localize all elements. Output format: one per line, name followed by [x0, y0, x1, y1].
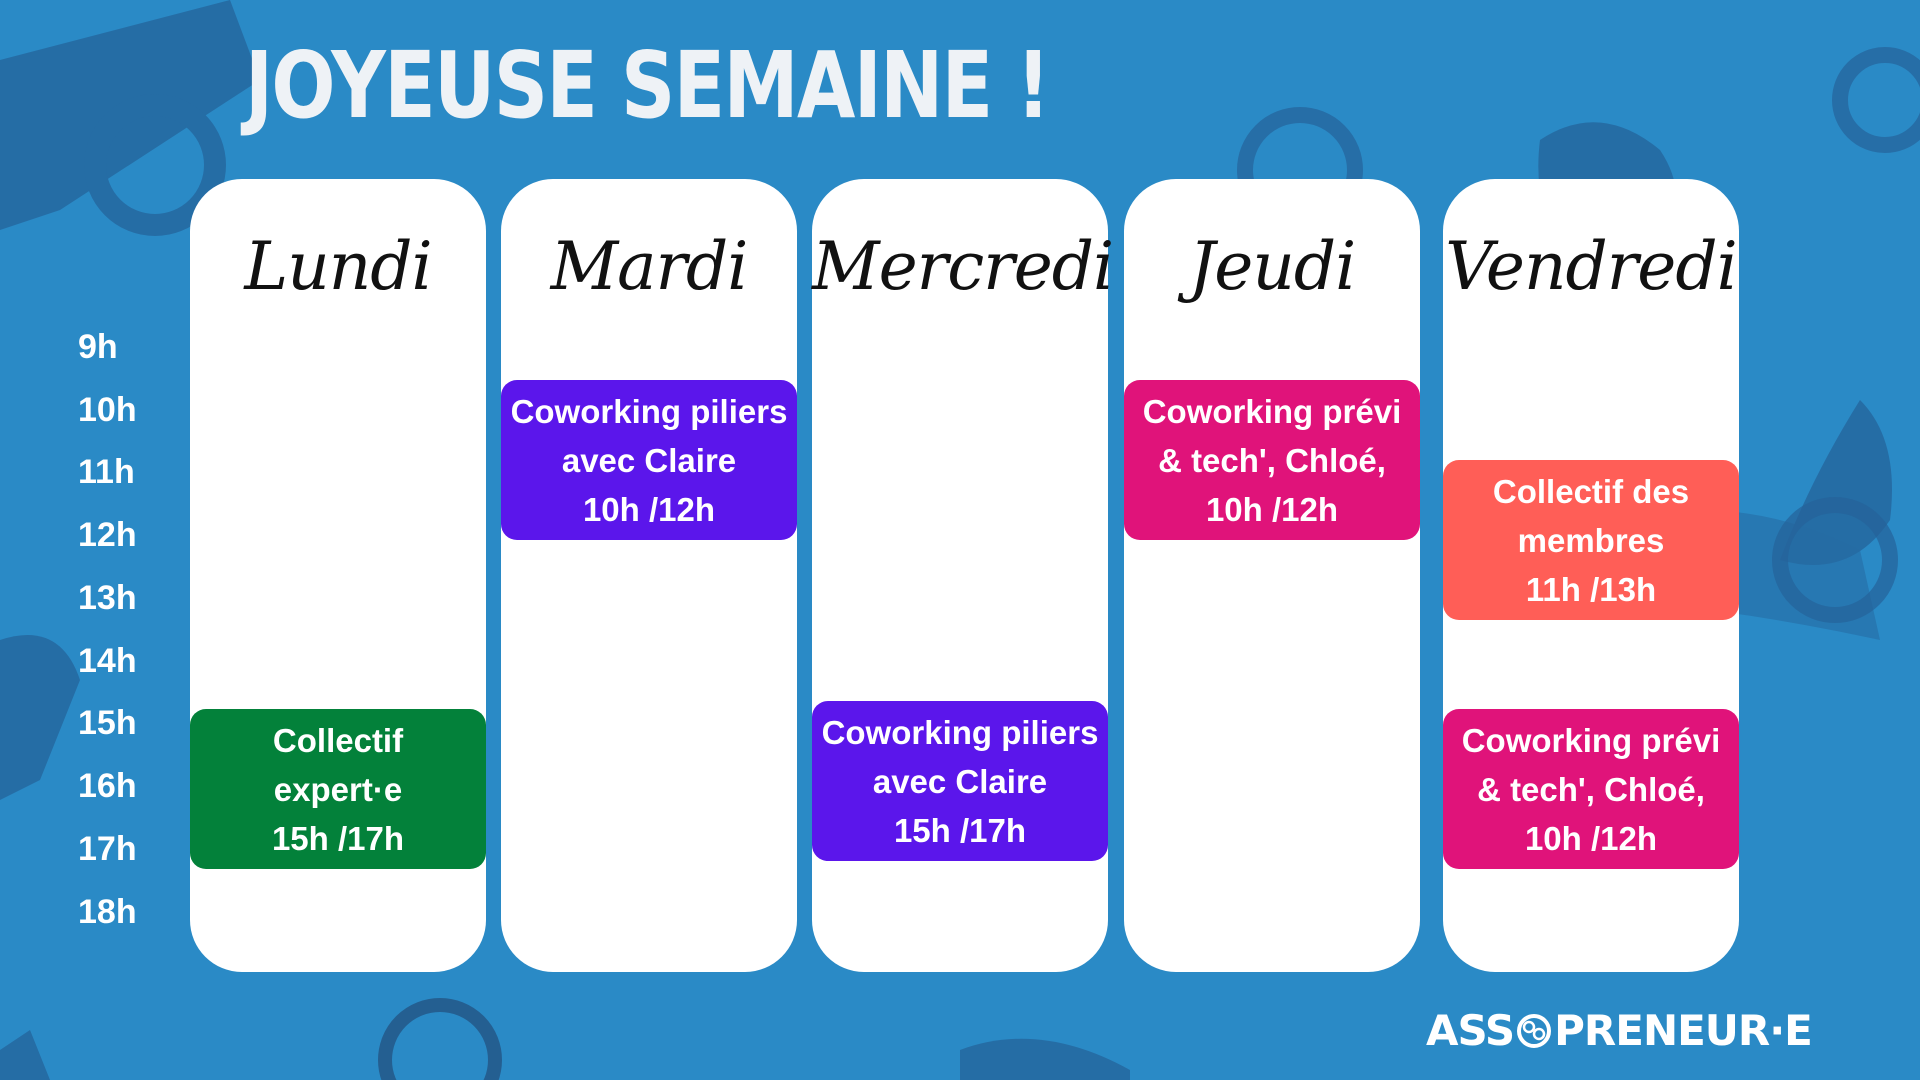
event-line: Coworking piliers [510, 392, 788, 430]
day-name: Jeudi [1188, 228, 1356, 305]
logo-text-left: ASS [1426, 1006, 1515, 1055]
event-card[interactable]: Coworking piliers avec Claire 10h /12h [501, 380, 797, 540]
event-line: avec Claire [561, 441, 737, 479]
hour-label: 11h [78, 453, 135, 491]
event-time: 10h /12h [582, 490, 716, 528]
event-line: Coworking piliers [821, 713, 1099, 751]
hour-label: 17h [78, 830, 137, 868]
event-line: Collectif des [1492, 472, 1690, 510]
hour-label: 18h [78, 893, 137, 931]
day-column-jeudi: Jeudi Coworking prévi & tech', Chloé, 10… [1124, 179, 1420, 972]
event-line: Coworking prévi [1461, 721, 1721, 759]
event-card[interactable]: Collectif expert·e 15h /17h [190, 709, 486, 869]
day-name: Vendredi [1445, 228, 1737, 305]
event-line: expert·e [273, 770, 403, 808]
day-column-vendredi: Vendredi Collectif des membres 11h /13h … [1443, 179, 1739, 972]
day-name: Mercredi [812, 228, 1114, 305]
event-line: avec Claire [872, 762, 1048, 800]
day-name: Mardi [550, 228, 749, 305]
gears-icon [1517, 1014, 1552, 1048]
event-time: 11h /13h [1525, 570, 1657, 608]
hour-label: 16h [78, 767, 137, 805]
hour-label: 13h [78, 579, 137, 617]
event-time: 15h /17h [271, 819, 405, 857]
event-time: 10h /12h [1205, 490, 1339, 528]
event-line: & tech', Chloé, [1477, 770, 1705, 808]
logo-text-right: PRENEUR·E [1554, 1006, 1813, 1055]
hour-label: 12h [78, 516, 137, 554]
event-card[interactable]: Coworking prévi & tech', Chloé, 10h /12h [1443, 709, 1739, 869]
event-card[interactable]: Coworking prévi & tech', Chloé, 10h /12h [1124, 380, 1420, 540]
day-column-mercredi: Mercredi Coworking piliers avec Claire 1… [812, 179, 1114, 972]
day-name: Lundi [244, 228, 432, 305]
hour-label: 10h [78, 391, 137, 429]
event-card[interactable]: Collectif des membres 11h /13h [1443, 460, 1739, 620]
brand-logo: ASS PRENEUR·E [1426, 1006, 1813, 1055]
event-line: membres [1517, 521, 1665, 559]
event-line: Coworking prévi [1142, 392, 1402, 430]
hour-label: 15h [78, 704, 137, 742]
event-card[interactable]: Coworking piliers avec Claire 15h /17h [812, 701, 1108, 861]
event-time: 10h /12h [1524, 819, 1658, 857]
day-column-mardi: Mardi Coworking piliers avec Claire 10h … [501, 179, 797, 972]
event-line: & tech', Chloé, [1158, 441, 1386, 479]
hour-label: 9h [78, 328, 118, 366]
event-line: Collectif [272, 721, 404, 759]
day-column-lundi: Lundi Collectif expert·e 15h /17h [190, 179, 486, 972]
page-title: JOYEUSE SEMAINE ! [245, 32, 1051, 139]
event-time: 15h /17h [893, 811, 1027, 849]
hour-label: 14h [78, 642, 137, 680]
